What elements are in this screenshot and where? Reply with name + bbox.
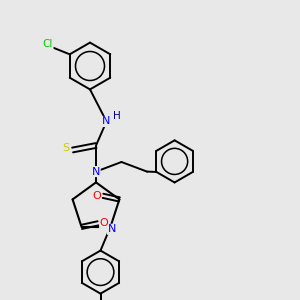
Text: Cl: Cl (43, 39, 53, 49)
Text: O: O (100, 218, 108, 228)
Text: N: N (92, 167, 100, 177)
Text: N: N (107, 224, 116, 234)
Text: H: H (113, 111, 121, 121)
Text: N: N (102, 116, 111, 127)
Text: S: S (62, 142, 70, 153)
Text: O: O (92, 191, 101, 201)
